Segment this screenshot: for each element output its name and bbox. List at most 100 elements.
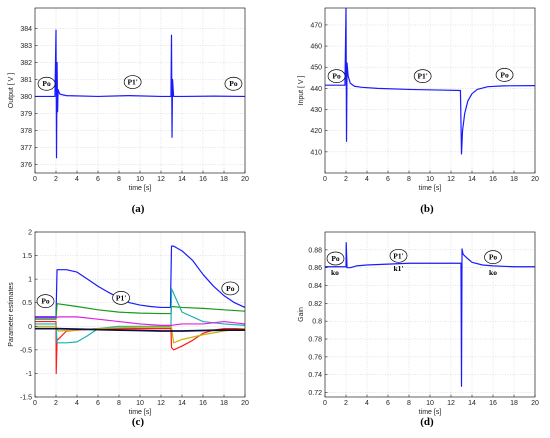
y-tick-label: 0.84 xyxy=(308,283,322,290)
x-tick-label: 18 xyxy=(220,400,228,407)
x-tick-label: 2 xyxy=(54,400,58,407)
y-tick-label: 0.88 xyxy=(308,247,322,254)
x-tick-label: 0 xyxy=(33,400,37,407)
chart-output-voltage: 0 2 4 6 8 10 12 14 16 18 20 376 377 378 379 380 381 382 38… xyxy=(8,7,249,215)
y-axis-label: Output [ V ] xyxy=(8,73,15,108)
y-tick-label: 0.76 xyxy=(308,354,322,361)
y-tick-label: 0.86 xyxy=(308,265,322,272)
annotation-label: P1' xyxy=(116,293,126,302)
annotation-label: Po xyxy=(331,254,340,263)
x-tick-label: 6 xyxy=(96,400,100,407)
x-tick-label: 6 xyxy=(386,176,390,183)
x-tick-label: 20 xyxy=(241,176,249,183)
x-tick-label: 14 xyxy=(468,176,476,183)
x-tick-label: 6 xyxy=(386,400,390,407)
annotation-label: Po xyxy=(42,79,51,88)
x-tick-label: 12 xyxy=(157,400,165,407)
annotation-label: ko xyxy=(331,268,339,277)
annotation-circle xyxy=(327,69,346,84)
x-tick-label: 14 xyxy=(468,400,476,407)
x-tick-label: 6 xyxy=(96,176,100,183)
y-tick-label: -1 xyxy=(26,371,32,378)
series-line-1 xyxy=(35,29,245,159)
annotation-label: P1' xyxy=(127,78,137,87)
x-tick-label: 18 xyxy=(510,400,518,407)
annotation-label: Po xyxy=(500,70,509,79)
x-tick-label: 12 xyxy=(447,400,455,407)
annotation-circle xyxy=(495,68,514,82)
x-tick-label: 10 xyxy=(136,176,144,183)
annotation-label: k1' xyxy=(393,264,403,273)
y-tick-label: 1 xyxy=(28,277,32,284)
annotation-label: ko xyxy=(489,268,497,277)
series-line-6 xyxy=(35,325,245,344)
x-tick-label: 0 xyxy=(323,400,327,407)
x-axis-label: time [s] xyxy=(419,185,442,192)
series-line-3 xyxy=(35,320,245,375)
y-tick-label: 470 xyxy=(310,22,322,29)
x-tick-label: 8 xyxy=(407,400,411,407)
x-tick-label: 14 xyxy=(178,400,186,407)
y-tick-label: 430 xyxy=(310,107,322,114)
y-tick-label: 0.5 xyxy=(22,300,32,307)
x-tick-label: 2 xyxy=(344,400,348,407)
y-tick-label: 0.74 xyxy=(308,372,322,379)
x-tick-label: 4 xyxy=(75,400,79,407)
y-tick-label: 384 xyxy=(20,26,32,33)
annotation-label: Po xyxy=(332,72,341,81)
x-tick-label: 16 xyxy=(199,400,207,407)
annotation-circle xyxy=(112,291,130,305)
series-line-1 xyxy=(35,245,245,318)
x-tick-label: 10 xyxy=(426,400,434,407)
annotation-circle xyxy=(221,281,240,296)
x-axis-label: time [s] xyxy=(129,409,152,416)
series-line-7 xyxy=(35,327,245,332)
annotation-circle xyxy=(413,69,432,84)
annotation-label: P1' xyxy=(417,72,427,81)
x-tick-label: 8 xyxy=(117,400,121,407)
x-tick-label: 2 xyxy=(54,176,58,183)
chart-parameter-estimates: 0 2 4 6 8 10 12 14 16 18 20 -1.5 -1 -0.5 0 0.5 1 1.5 2 time… xyxy=(8,230,249,429)
x-tick-label: 4 xyxy=(365,400,369,407)
x-tick-label: 0 xyxy=(33,176,37,183)
x-tick-label: 18 xyxy=(220,176,228,183)
y-tick-label: 450 xyxy=(310,65,322,72)
x-tick-label: 4 xyxy=(75,176,79,183)
annotation-circle xyxy=(389,248,408,263)
series-group xyxy=(325,8,535,155)
y-axis-label: Input [ V ] xyxy=(298,75,305,105)
y-axis-label: Gain xyxy=(298,307,305,322)
y-tick-label: 379 xyxy=(20,111,32,118)
series-group xyxy=(35,245,245,375)
y-tick-label: 440 xyxy=(310,86,322,93)
y-tick-label: 377 xyxy=(20,145,32,152)
y-tick-label: 0.78 xyxy=(308,337,322,344)
annotation-circle xyxy=(484,250,502,264)
x-tick-label: 14 xyxy=(178,176,186,183)
y-tick-label: 1.5 xyxy=(22,253,32,260)
annotation-label: Po xyxy=(489,253,498,262)
series-line-4 xyxy=(35,287,245,344)
series-group xyxy=(35,29,245,159)
x-tick-label: 12 xyxy=(157,176,165,183)
y-tick-label: 410 xyxy=(310,149,322,156)
y-tick-label: 420 xyxy=(310,128,322,135)
series-line-1 xyxy=(325,8,535,155)
annotation-circle xyxy=(37,76,56,91)
y-tick-label: -1.5 xyxy=(20,395,32,402)
x-tick-label: 8 xyxy=(117,176,121,183)
x-tick-label: 2 xyxy=(344,176,348,183)
y-tick-label: 381 xyxy=(20,77,32,84)
panel-label: (a) xyxy=(132,203,145,215)
series-group xyxy=(325,242,535,387)
annotation-circle xyxy=(326,251,345,266)
annotation-circle xyxy=(36,294,55,309)
y-tick-label: 0.82 xyxy=(308,301,322,308)
annotation-label: Po xyxy=(41,297,50,306)
x-tick-label: 20 xyxy=(531,176,539,183)
annotation-label: Po xyxy=(229,79,238,88)
y-tick-label: 2 xyxy=(28,230,32,237)
annotation-label: P1' xyxy=(393,251,403,260)
x-tick-label: 4 xyxy=(365,176,369,183)
y-tick-label: 380 xyxy=(20,94,32,101)
